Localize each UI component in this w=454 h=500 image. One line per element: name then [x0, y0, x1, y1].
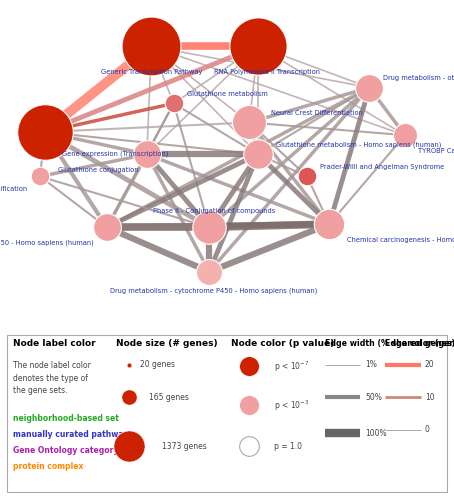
Text: 165 genes: 165 genes — [149, 393, 189, 402]
Text: Neural Crest Differentiation: Neural Crest Differentiation — [271, 110, 363, 116]
Text: Node size (# genes): Node size (# genes) — [116, 338, 217, 347]
Point — [246, 402, 253, 409]
Text: 10: 10 — [425, 393, 434, 402]
Point — [401, 131, 409, 139]
Text: manually curated pathway: manually curated pathway — [14, 430, 128, 439]
Point — [303, 172, 311, 180]
Text: 20 genes: 20 genes — [140, 360, 175, 369]
Point — [366, 84, 373, 92]
Text: Metabolism of xenobiotics by cytochrome P450 - Homo sapiens (human): Metabolism of xenobiotics by cytochrome … — [0, 240, 94, 246]
Text: RNA Polymerase II Transcription: RNA Polymerase II Transcription — [214, 68, 320, 74]
Text: 1%: 1% — [365, 360, 377, 369]
Point — [246, 362, 253, 370]
Text: 0: 0 — [425, 426, 430, 434]
Text: p = 1.0: p = 1.0 — [274, 442, 302, 450]
Text: Edge width (% shared genes): Edge width (% shared genes) — [325, 338, 454, 347]
Text: Edge color (genes from input): Edge color (genes from input) — [385, 338, 454, 347]
Point — [170, 100, 177, 108]
Text: 20: 20 — [425, 360, 434, 369]
Point — [41, 128, 48, 136]
Point — [125, 360, 133, 368]
Text: Chemical carcinogenesis - Homo sapiens (human): Chemical carcinogenesis - Homo sapiens (… — [347, 236, 454, 243]
Text: Node label color: Node label color — [14, 338, 96, 347]
Text: Glutathione conjugation: Glutathione conjugation — [58, 167, 138, 173]
Text: Glutathione metabolism: Glutathione metabolism — [187, 91, 268, 97]
Text: p < 10$^{-3}$: p < 10$^{-3}$ — [274, 398, 309, 412]
Point — [255, 150, 262, 158]
Text: Node color (p value): Node color (p value) — [232, 338, 335, 347]
Text: Drug metabolism - other enzymes - Homo sapiens (human): Drug metabolism - other enzymes - Homo s… — [383, 75, 454, 82]
Text: Glutathione metabolism - Homo sapiens (human): Glutathione metabolism - Homo sapiens (h… — [276, 142, 441, 148]
Text: TYROBP Causal Network: TYROBP Causal Network — [418, 148, 454, 154]
Point — [148, 42, 155, 50]
Text: glutathione-mediated detoxification: glutathione-mediated detoxification — [0, 186, 27, 192]
Text: Prader-Willi and Angelman Syndrome: Prader-Willi and Angelman Syndrome — [321, 164, 444, 170]
FancyBboxPatch shape — [7, 336, 447, 492]
Point — [326, 220, 333, 228]
Point — [125, 442, 133, 450]
Point — [206, 268, 213, 276]
Text: 50%: 50% — [365, 393, 382, 402]
Point — [36, 172, 44, 180]
Text: The node label color
denotes the type of
the gene sets.: The node label color denotes the type of… — [14, 362, 91, 396]
Text: Generic Transcription Pathway: Generic Transcription Pathway — [101, 68, 202, 74]
Point — [246, 442, 253, 450]
Text: 100%: 100% — [365, 428, 386, 438]
Point — [206, 224, 213, 232]
Text: protein complex: protein complex — [14, 462, 84, 471]
Point — [103, 224, 110, 232]
Point — [125, 394, 133, 402]
Text: Gene expression (Transcription): Gene expression (Transcription) — [62, 151, 169, 158]
Text: Gene Ontology category: Gene Ontology category — [14, 446, 119, 455]
Point — [143, 150, 151, 158]
Text: neighborhood-based set: neighborhood-based set — [14, 414, 119, 422]
Text: 1373 genes: 1373 genes — [163, 442, 207, 450]
Point — [255, 42, 262, 50]
Text: Phase II - Conjugation of compounds: Phase II - Conjugation of compounds — [153, 208, 275, 214]
Text: Drug metabolism - cytochrome P450 - Homo sapiens (human): Drug metabolism - cytochrome P450 - Homo… — [110, 288, 317, 294]
Point — [246, 118, 253, 126]
Text: p < 10$^{-7}$: p < 10$^{-7}$ — [274, 359, 309, 374]
